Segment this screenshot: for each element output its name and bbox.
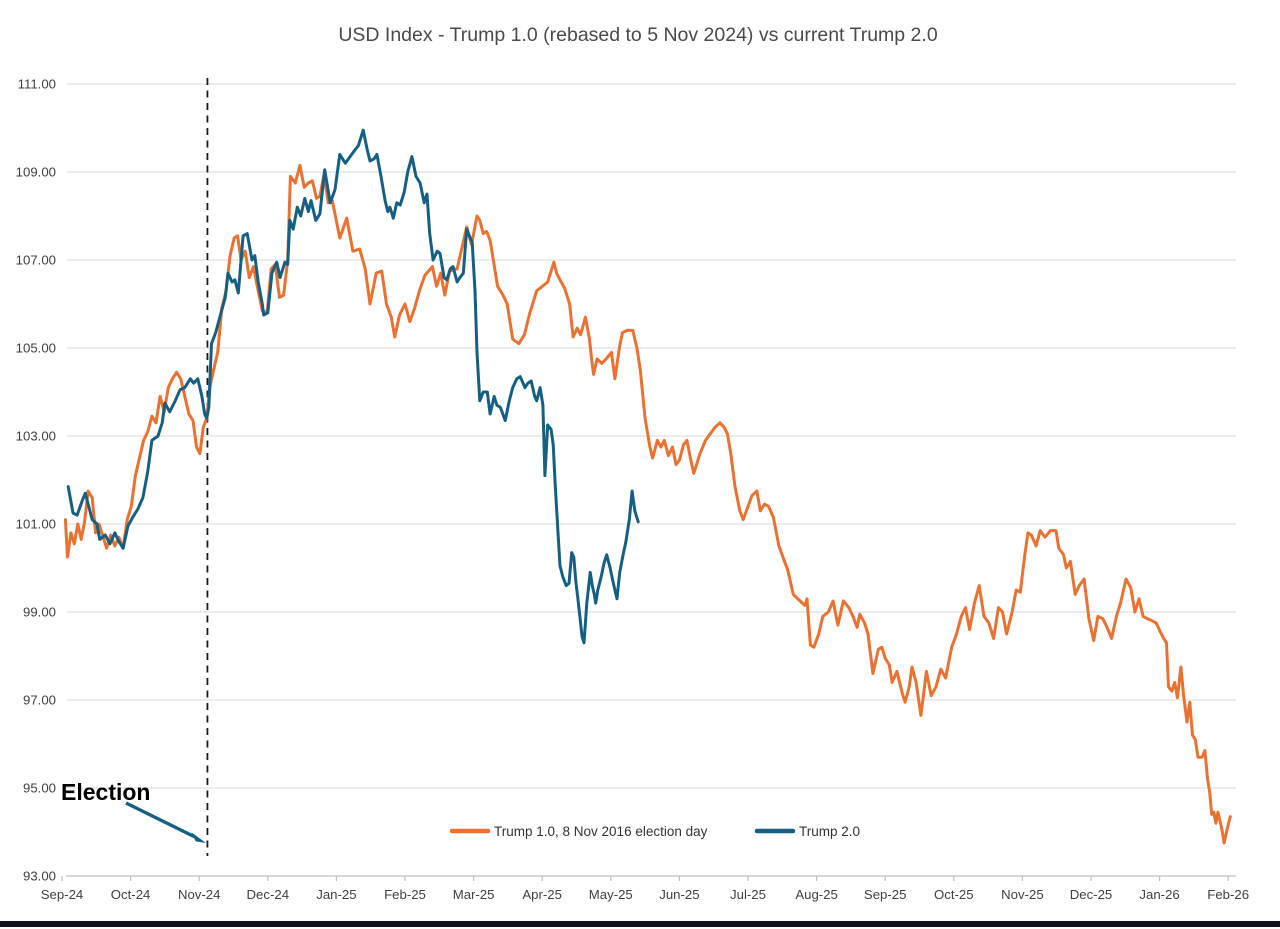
x-axis-label: Dec-24 [247, 887, 290, 902]
y-axis-label: 101.00 [16, 517, 56, 532]
y-axis-label: 103.00 [16, 429, 56, 444]
y-axis-label: 99.00 [23, 605, 56, 620]
x-axis-label: Feb-25 [384, 887, 426, 902]
chart-title: USD Index - Trump 1.0 (rebased to 5 Nov … [338, 24, 938, 46]
x-axis-label: Nov-24 [178, 887, 221, 902]
series-line-trump-2-0 [66, 128, 640, 645]
x-axis-label: Feb-26 [1207, 887, 1249, 902]
grid-and-axes: 111.00 109.00 107.00 105.00 103.00 101.00 99.0… [16, 77, 1249, 903]
x-axis-label: Jun-25 [659, 887, 699, 902]
x-axis-label: Jan-25 [316, 887, 356, 902]
legend-label-trump1: Trump 1.0, 8 Nov 2016 election day [494, 824, 708, 839]
y-axis-label: 105.00 [16, 341, 56, 356]
x-axis-label: Oct-25 [934, 887, 974, 902]
x-axis-label: Jan-26 [1139, 887, 1179, 902]
y-axis-label: 111.00 [18, 77, 56, 92]
election-arrow-icon [125, 801, 206, 843]
series-lines [63, 128, 1232, 845]
x-axis-label: Oct-24 [111, 887, 151, 902]
x-axis-label: Aug-25 [795, 887, 838, 902]
election-annotation: Election [61, 779, 206, 843]
y-axis-label: 107.00 [16, 253, 56, 268]
y-axis-label: 95.00 [23, 781, 56, 796]
y-axis-label: 93.00 [23, 869, 56, 884]
bottom-border-bar [0, 921, 1280, 927]
x-axis-label: Dec-25 [1070, 887, 1113, 902]
legend-label-trump2: Trump 2.0 [799, 824, 860, 839]
x-axis-label: Mar-25 [453, 887, 495, 902]
x-axis-label: May-25 [589, 887, 633, 902]
y-axis-label: 109.00 [16, 165, 56, 180]
x-axis-label: Apr-25 [522, 887, 562, 902]
x-axis-label: Nov-25 [1001, 887, 1044, 902]
y-axis-label: 97.00 [23, 693, 56, 708]
x-axis-label: Sep-25 [864, 887, 907, 902]
x-axis-label: Jul-25 [730, 887, 766, 902]
x-axis-label: Sep-24 [41, 887, 84, 902]
election-label: Election [61, 779, 150, 805]
legend: Trump 1.0, 8 Nov 2016 election day Trump… [449, 824, 860, 839]
